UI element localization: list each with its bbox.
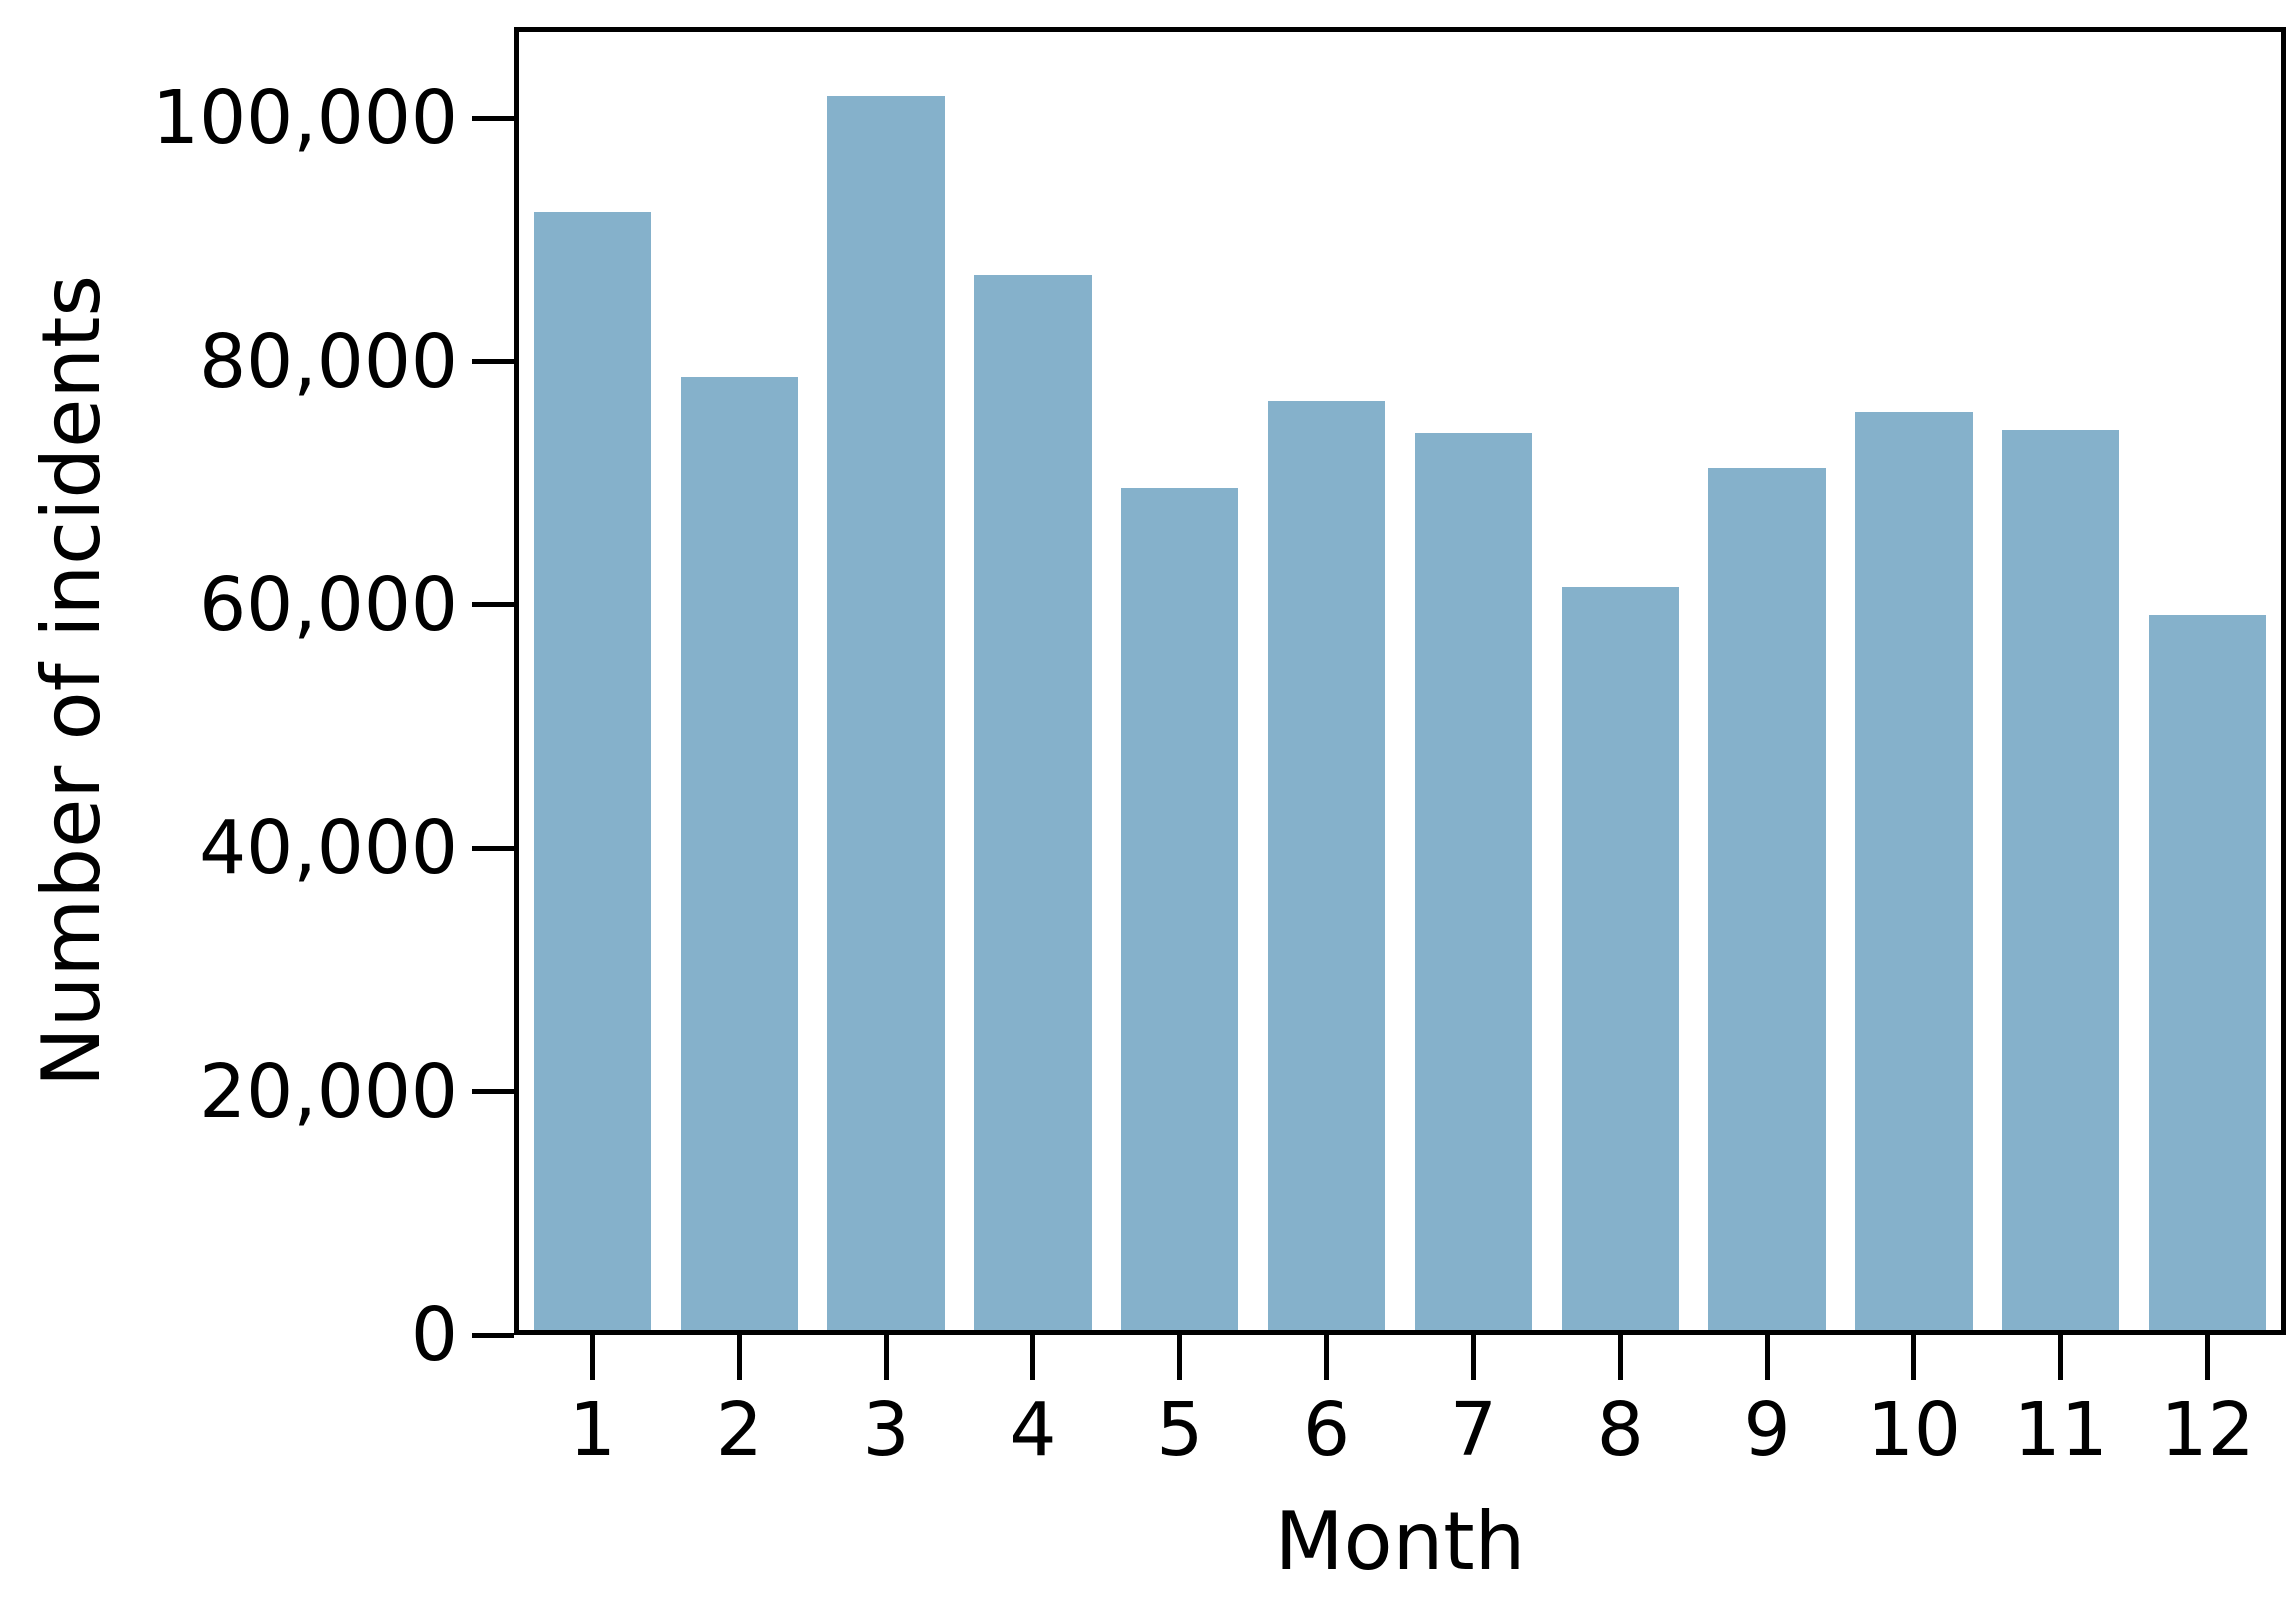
x-tick-mark-12	[2205, 1335, 2211, 1380]
x-tick-mark-7	[1470, 1335, 1476, 1380]
bar-month-2	[680, 377, 798, 1330]
y-tick-mark-40000	[472, 845, 514, 851]
x-tick-label-3: 3	[862, 1387, 910, 1473]
x-tick-mark-8	[1617, 1335, 1623, 1380]
x-tick-mark-3	[883, 1335, 889, 1380]
x-tick-label-10: 10	[1866, 1387, 1961, 1473]
x-tick-label-8: 8	[1596, 1387, 1644, 1473]
x-tick-label-4: 4	[1009, 1387, 1057, 1473]
bars-container	[519, 32, 2281, 1330]
y-tick-mark-100000	[472, 115, 514, 121]
y-tick-label-60000: 60,000	[199, 561, 458, 648]
x-tick-mark-9	[1764, 1335, 1770, 1380]
bar-month-8	[1561, 587, 1679, 1330]
bar-month-3	[827, 96, 945, 1330]
x-tick-mark-4	[1030, 1335, 1036, 1380]
y-tick-label-80000: 80,000	[199, 318, 458, 405]
x-axis-title: Month	[1274, 1495, 1526, 1588]
x-tick-label-11: 11	[2013, 1387, 2108, 1473]
y-tick-mark-60000	[472, 602, 514, 608]
y-tick-label-20000: 20,000	[199, 1048, 458, 1135]
x-tick-label-2: 2	[715, 1387, 763, 1473]
x-tick-mark-5	[1177, 1335, 1183, 1380]
x-tick-label-9: 9	[1743, 1387, 1791, 1473]
y-tick-label-100000: 100,000	[151, 75, 458, 162]
bar-month-11	[2002, 430, 2120, 1330]
x-tick-mark-2	[736, 1335, 742, 1380]
bar-month-1	[533, 211, 652, 1330]
x-tick-label-5: 5	[1156, 1387, 1204, 1473]
bar-month-12	[2148, 615, 2267, 1330]
bar-month-10	[1855, 412, 1973, 1330]
x-tick-mark-11	[2058, 1335, 2064, 1380]
bar-month-4	[974, 274, 1092, 1330]
x-tick-label-1: 1	[568, 1387, 616, 1473]
y-tick-label-0: 0	[410, 1292, 458, 1378]
x-tick-mark-1	[589, 1335, 595, 1380]
x-tick-label-12: 12	[2160, 1387, 2255, 1473]
x-tick-mark-10	[1911, 1335, 1917, 1380]
plot-area	[514, 27, 2286, 1335]
y-tick-mark-80000	[472, 359, 514, 365]
x-tick-label-7: 7	[1449, 1387, 1497, 1473]
bar-month-6	[1267, 401, 1386, 1330]
bar-month-7	[1414, 432, 1533, 1330]
y-tick-mark-0	[472, 1332, 514, 1338]
y-tick-label-40000: 40,000	[199, 805, 458, 892]
x-tick-label-6: 6	[1303, 1387, 1351, 1473]
x-tick-mark-6	[1324, 1335, 1330, 1380]
bar-month-9	[1708, 467, 1826, 1330]
y-tick-mark-20000	[472, 1089, 514, 1095]
bar-month-5	[1121, 488, 1239, 1330]
